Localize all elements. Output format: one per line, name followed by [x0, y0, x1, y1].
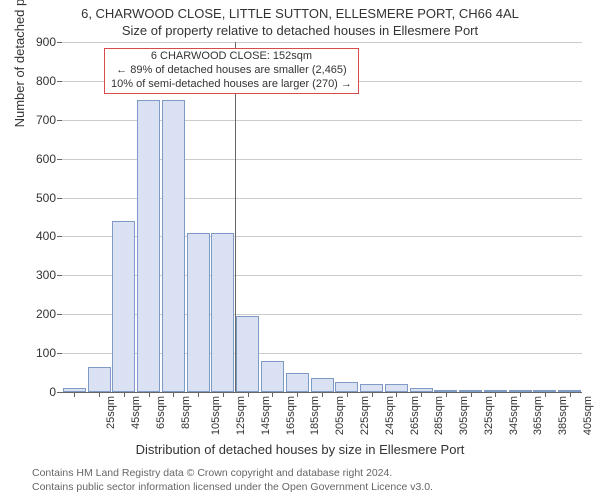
y-tick-label: 200 — [36, 307, 56, 321]
histogram-bar — [187, 233, 210, 392]
y-tick-label: 800 — [36, 74, 56, 88]
x-tick-label: 405sqm — [582, 396, 594, 435]
histogram-bar — [162, 100, 185, 392]
x-tick-mark — [149, 392, 150, 397]
histogram-bar — [261, 361, 284, 392]
x-tick-mark — [322, 392, 323, 397]
x-tick-label: 325sqm — [483, 396, 495, 435]
x-tick-mark — [248, 392, 249, 397]
x-tick-label: 85sqm — [180, 396, 192, 429]
x-tick-mark — [446, 392, 447, 397]
annotation-line: 10% of semi-detached houses are larger (… — [111, 78, 352, 92]
histogram-bar — [360, 384, 383, 392]
histogram-bar — [211, 233, 234, 392]
histogram-bar — [311, 378, 334, 392]
y-tick-mark — [57, 314, 62, 315]
histogram-bar — [112, 221, 135, 392]
histogram-bar — [286, 373, 309, 392]
x-tick-mark — [347, 392, 348, 397]
x-tick-mark — [124, 392, 125, 397]
histogram-bar — [88, 367, 111, 392]
x-tick-label: 385sqm — [557, 396, 569, 435]
x-tick-label: 145sqm — [260, 396, 272, 435]
x-tick-mark — [421, 392, 422, 397]
footer: Contains HM Land Registry data © Crown c… — [0, 467, 600, 494]
x-tick-mark — [396, 392, 397, 397]
page-subtitle: Size of property relative to detached ho… — [0, 23, 600, 38]
x-tick-mark — [471, 392, 472, 397]
y-tick-mark — [57, 120, 62, 121]
x-tick-label: 45sqm — [130, 396, 142, 429]
x-tick-mark — [99, 392, 100, 397]
x-tick-mark — [372, 392, 373, 397]
y-tick-mark — [57, 81, 62, 82]
histogram-bar — [335, 382, 358, 392]
histogram-bar — [63, 388, 86, 392]
x-tick-label: 105sqm — [211, 396, 223, 435]
x-tick-label: 285sqm — [433, 396, 445, 435]
x-tick-mark — [74, 392, 75, 397]
x-tick-label: 245sqm — [384, 396, 396, 435]
y-tick-mark — [57, 159, 62, 160]
histogram-bar — [236, 316, 259, 392]
y-tick-label: 600 — [36, 152, 56, 166]
x-tick-label: 125sqm — [235, 396, 247, 435]
x-axis-label: Distribution of detached houses by size … — [0, 442, 600, 457]
histogram-bar — [434, 390, 457, 392]
x-tick-label: 25sqm — [105, 396, 117, 429]
x-tick-mark — [272, 392, 273, 397]
y-tick-label: 0 — [49, 385, 56, 399]
x-tick-label: 305sqm — [458, 396, 470, 435]
x-tick-label: 225sqm — [359, 396, 371, 435]
x-tick-mark — [545, 392, 546, 397]
grid-line — [62, 42, 582, 43]
x-tick-mark — [495, 392, 496, 397]
histogram-bar — [509, 390, 532, 392]
x-tick-label: 365sqm — [532, 396, 544, 435]
x-tick-mark — [297, 392, 298, 397]
x-tick-label: 185sqm — [310, 396, 322, 435]
x-tick-label: 345sqm — [508, 396, 520, 435]
annotation-box: 6 CHARWOOD CLOSE: 152sqm← 89% of detache… — [104, 48, 359, 94]
x-tick-label: 65sqm — [155, 396, 167, 429]
x-tick-mark — [520, 392, 521, 397]
histogram-bar — [385, 384, 408, 392]
x-tick-label: 265sqm — [409, 396, 421, 435]
histogram-bar — [459, 390, 482, 392]
chart-area: Number of detached properties 0100200300… — [62, 42, 582, 392]
y-tick-mark — [57, 392, 62, 393]
histogram-plot: 010020030040050060070080090025sqm45sqm65… — [62, 42, 582, 393]
annotation-line: ← 89% of detached houses are smaller (2,… — [111, 64, 352, 78]
y-tick-mark — [57, 353, 62, 354]
y-tick-mark — [57, 275, 62, 276]
x-tick-mark — [570, 392, 571, 397]
histogram-bar — [484, 390, 507, 392]
x-tick-mark — [198, 392, 199, 397]
histogram-bar — [410, 388, 433, 392]
y-axis-label: Number of detached properties — [12, 0, 27, 127]
y-tick-label: 700 — [36, 113, 56, 127]
y-tick-label: 500 — [36, 191, 56, 205]
x-tick-mark — [223, 392, 224, 397]
y-tick-mark — [57, 42, 62, 43]
histogram-bar — [533, 390, 556, 392]
x-tick-label: 205sqm — [334, 396, 346, 435]
footer-line-1: Contains HM Land Registry data © Crown c… — [32, 467, 600, 481]
footer-line-2: Contains public sector information licen… — [32, 481, 600, 495]
y-tick-label: 300 — [36, 268, 56, 282]
x-tick-mark — [173, 392, 174, 397]
page-title: 6, CHARWOOD CLOSE, LITTLE SUTTON, ELLESM… — [0, 6, 600, 21]
x-tick-label: 165sqm — [285, 396, 297, 435]
annotation-line: 6 CHARWOOD CLOSE: 152sqm — [111, 50, 352, 64]
title-block: 6, CHARWOOD CLOSE, LITTLE SUTTON, ELLESM… — [0, 0, 600, 38]
histogram-bar — [137, 100, 160, 392]
histogram-bar — [558, 390, 581, 392]
y-tick-label: 900 — [36, 35, 56, 49]
y-tick-mark — [57, 236, 62, 237]
reference-line — [235, 42, 236, 392]
y-tick-mark — [57, 198, 62, 199]
y-tick-label: 400 — [36, 229, 56, 243]
y-tick-label: 100 — [36, 346, 56, 360]
